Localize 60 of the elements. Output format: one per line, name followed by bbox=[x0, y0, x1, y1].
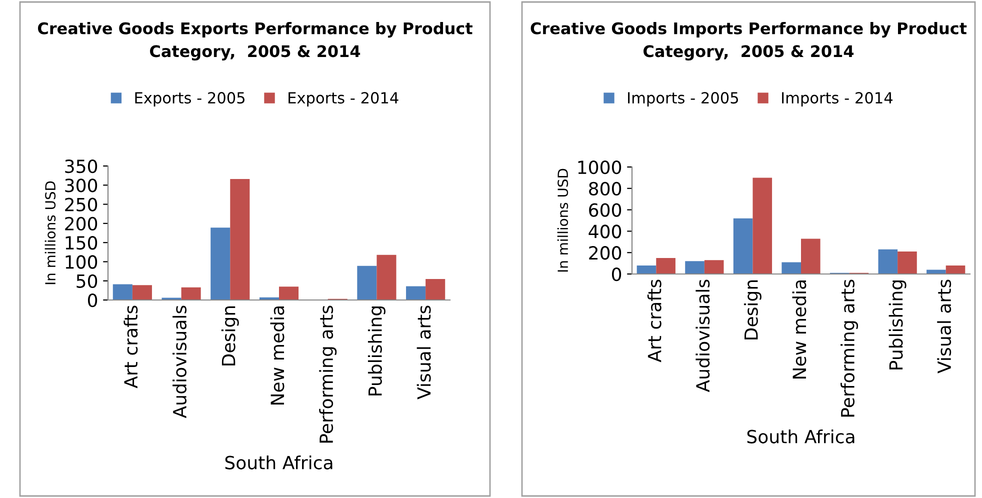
bar bbox=[946, 265, 966, 274]
x-axis-title: South Africa bbox=[225, 455, 332, 470]
x-tick-label: Art crafts bbox=[124, 306, 138, 388]
bar bbox=[878, 249, 898, 274]
y-tick-label: 200 bbox=[589, 246, 622, 260]
y-tick-label: 300 bbox=[65, 178, 98, 192]
y-tick-label: 1000 bbox=[578, 160, 622, 174]
bar bbox=[210, 228, 230, 300]
x-tick-label: Visual arts bbox=[937, 280, 952, 374]
x-tick-label: Design bbox=[744, 280, 762, 340]
bar bbox=[406, 286, 426, 300]
y-tick-label: 800 bbox=[589, 182, 622, 196]
x-tick-label: Audiovisuals bbox=[696, 280, 710, 392]
x-tick-label: Publishing bbox=[368, 306, 386, 396]
x-tick-label: Performing arts bbox=[319, 306, 337, 443]
bar bbox=[685, 261, 704, 274]
bar bbox=[279, 286, 299, 300]
x-tick-label: Art crafts bbox=[647, 280, 662, 362]
y-tick-label: 150 bbox=[66, 236, 98, 250]
x-tick-label: Visual arts bbox=[416, 306, 431, 400]
legend-label: Imports - 2014 bbox=[782, 92, 892, 107]
legend-label: Exports - 2005 bbox=[135, 92, 244, 107]
y-axis-title: In millions USD bbox=[44, 181, 56, 284]
bar bbox=[898, 252, 917, 274]
bar bbox=[181, 287, 201, 300]
bar bbox=[733, 218, 753, 274]
bar bbox=[704, 260, 724, 274]
bar bbox=[132, 285, 152, 300]
bar bbox=[752, 178, 772, 274]
bar bbox=[926, 270, 946, 274]
y-tick-label: 200 bbox=[65, 216, 98, 231]
y-axis-title: In millions USD bbox=[557, 168, 568, 272]
x-axis-title: South Africa bbox=[747, 429, 854, 444]
bar bbox=[801, 238, 820, 274]
bar bbox=[357, 266, 377, 300]
y-tick-label: 0 bbox=[88, 293, 98, 308]
bar bbox=[112, 284, 132, 300]
bar bbox=[636, 265, 656, 274]
x-tick-label: New media bbox=[792, 280, 806, 378]
chart-title: Creative Goods Exports Performance by Product Category, 2005 & 2014 bbox=[38, 22, 472, 60]
y-tick-label: 50 bbox=[76, 274, 98, 288]
x-tick-label: Design bbox=[221, 306, 239, 366]
y-tick-label: 250 bbox=[65, 198, 98, 212]
y-tick-label: 350 bbox=[65, 159, 98, 174]
x-tick-label: Performing arts bbox=[840, 280, 858, 417]
chart-title: Creative Goods Imports Performance by Product Category, 2005 & 2014 bbox=[530, 22, 967, 60]
x-tick-label: Audiovisuals bbox=[172, 306, 187, 418]
bar bbox=[230, 179, 250, 300]
x-tick-label: Publishing bbox=[888, 280, 906, 370]
legend-label: Exports - 2014 bbox=[288, 92, 398, 107]
bar bbox=[376, 254, 396, 300]
bar bbox=[656, 258, 676, 274]
y-tick-label: 0 bbox=[612, 267, 622, 282]
bar bbox=[782, 262, 801, 274]
x-tick-label: New media bbox=[270, 306, 284, 404]
legend-label: Imports - 2005 bbox=[628, 92, 738, 107]
y-tick-label: 600 bbox=[589, 203, 622, 217]
bar bbox=[426, 278, 446, 300]
y-tick-label: 400 bbox=[588, 224, 622, 238]
y-tick-label: 100 bbox=[66, 255, 98, 269]
